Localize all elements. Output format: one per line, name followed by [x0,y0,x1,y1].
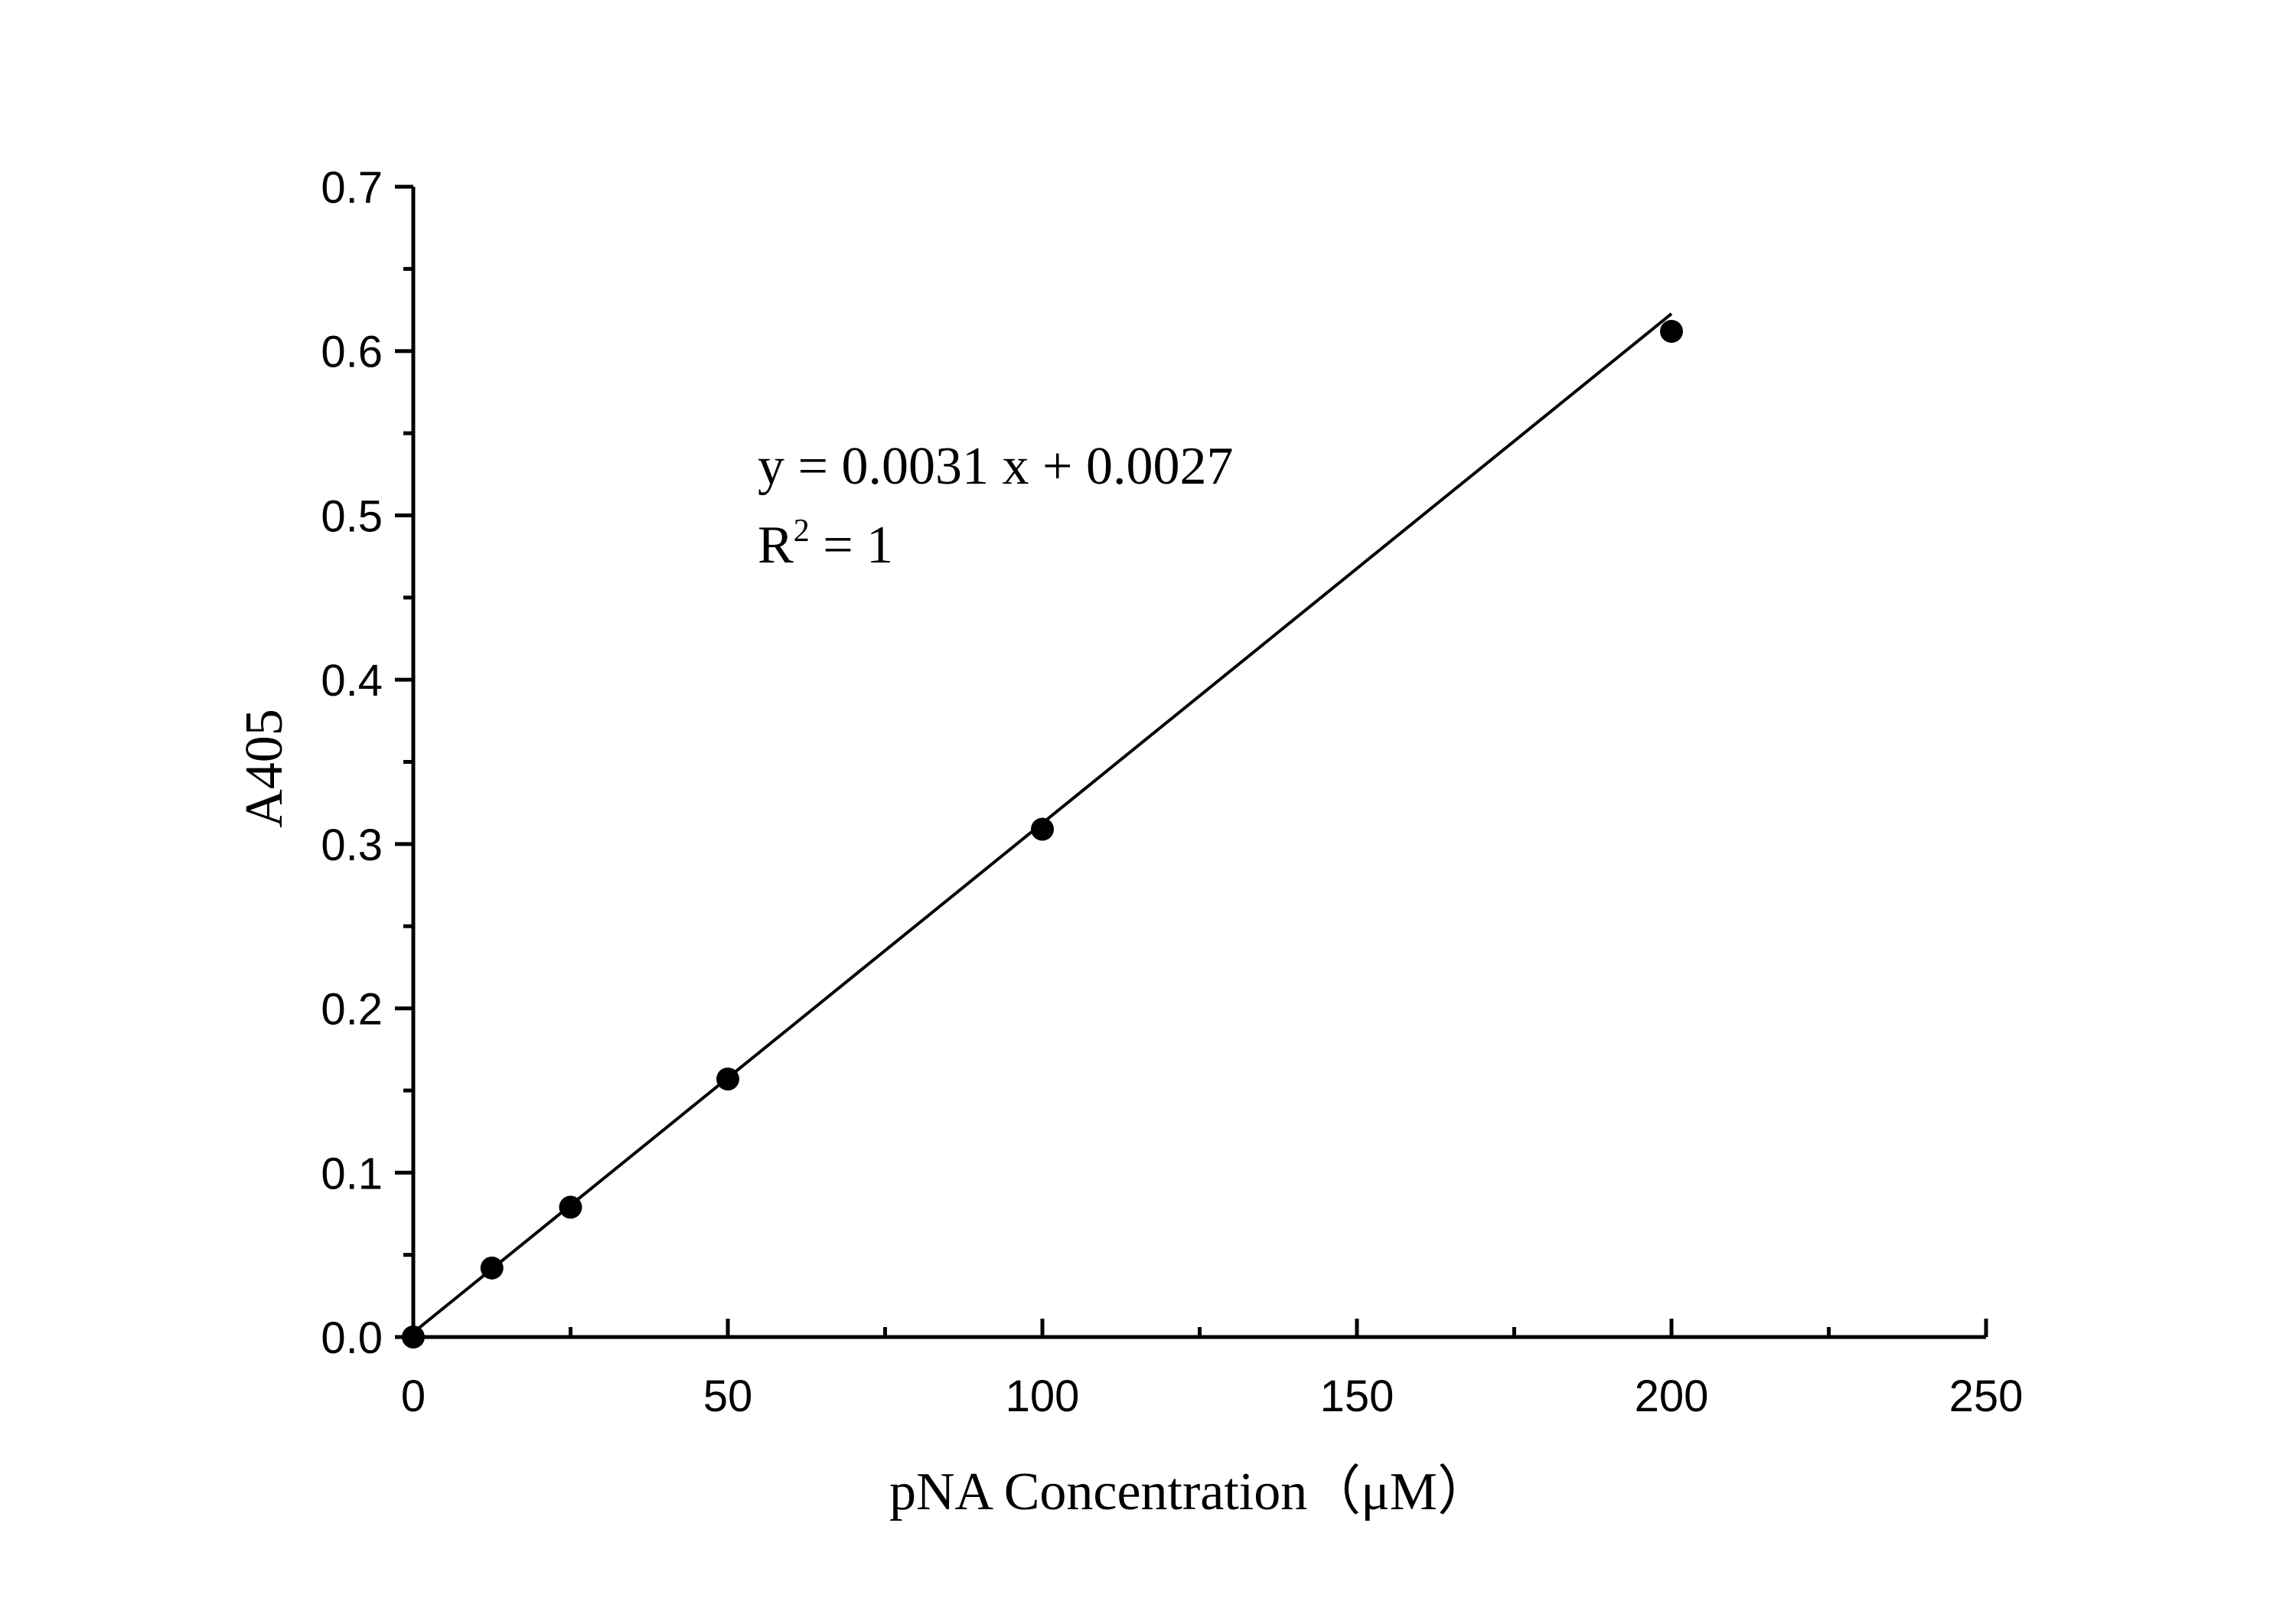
y-tick-label: 0.7 [321,163,383,213]
data-point [716,1067,739,1091]
axes [411,187,1986,1339]
x-tick-label: 50 [703,1371,753,1421]
r-squared-sup: 2 [794,514,810,549]
data-point [1031,817,1054,841]
x-tick-label: 100 [1006,1371,1080,1421]
y-tick-label: 0.4 [321,656,383,706]
x-tick-label: 200 [1635,1371,1709,1421]
fit-equation: y = 0.0031 x + 0.0027 [758,437,1233,496]
data-point [480,1256,504,1280]
data-point [402,1326,425,1349]
r-squared: R2 = 1 [758,514,893,575]
tick-labels: 0 50 100 150 200 250 0.0 0.1 0.2 0.3 0.4 0.5 0.6 0.7 [321,163,2023,1421]
data-point [1660,319,1683,343]
y-tick-label: 0.1 [321,1149,383,1198]
x-tick-label: 0 [401,1371,426,1421]
y-tick-label: 0.5 [321,491,383,541]
data-point [559,1195,582,1219]
x-axis-title: pNA Concentration（μM） [889,1463,1491,1521]
x-tick-label: 250 [1949,1371,2024,1421]
x-tick-label: 150 [1320,1371,1394,1421]
ticks [395,184,1988,1339]
r-squared-prefix: R [758,516,794,575]
y-tick-label: 0.0 [321,1313,383,1363]
y-tick-label: 0.3 [321,820,383,870]
data-points [402,319,1683,1349]
y-tick-label: 0.2 [321,985,383,1035]
r-squared-suffix: = 1 [810,516,893,575]
y-tick-label: 0.6 [321,328,383,377]
y-axis-title: A405 [235,709,294,828]
